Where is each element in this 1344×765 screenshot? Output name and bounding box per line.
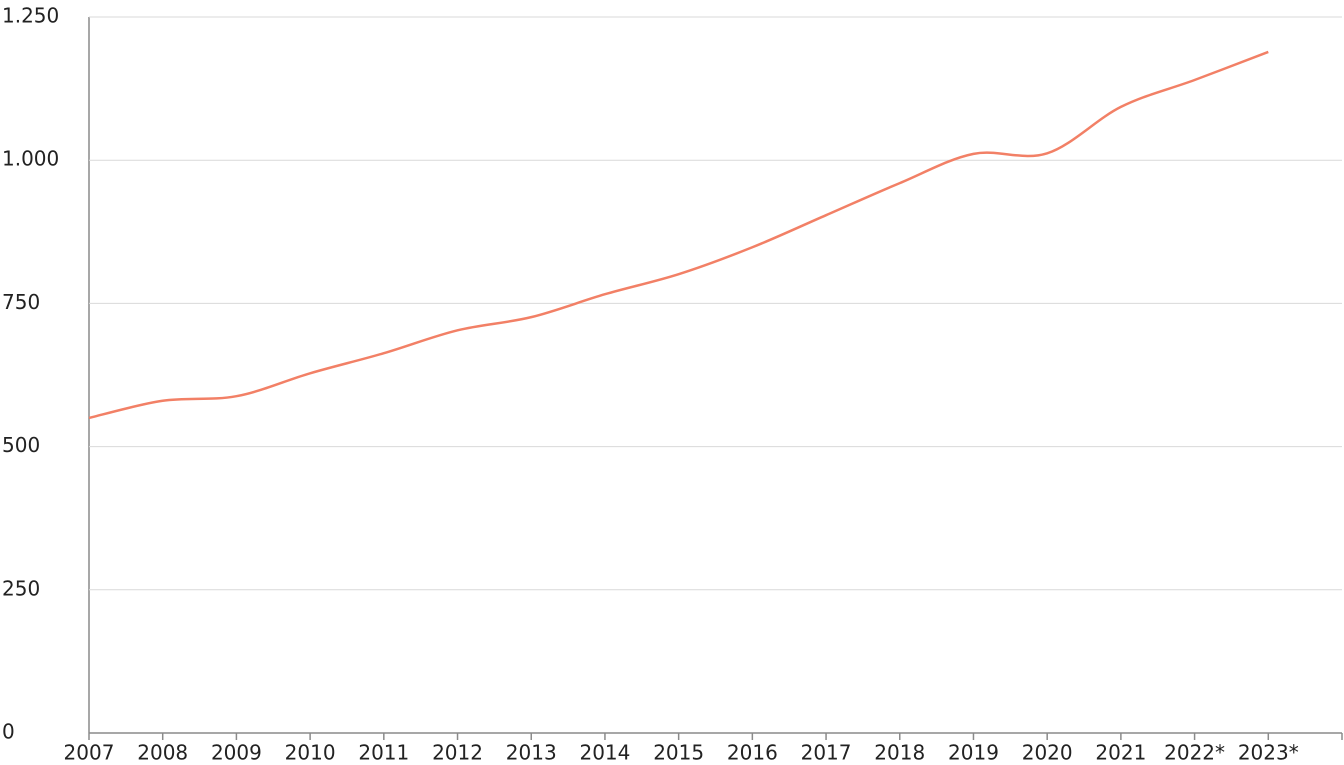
x-tick-label: 2019	[948, 741, 999, 765]
x-tick-label: 2013	[506, 741, 557, 765]
x-tick-label: 2022*	[1164, 741, 1225, 765]
line	[88, 50, 1269, 420]
y-tick-label: 750	[2, 290, 40, 314]
x-tick-label: 2016	[727, 741, 778, 765]
x-tick-label: 2011	[358, 741, 409, 765]
y-tick-label: 1.000	[2, 147, 59, 171]
x-tick-label: 2007	[64, 741, 115, 765]
y-tick-label: 1.250	[2, 4, 59, 28]
x-tick-label: 2023*	[1238, 741, 1299, 765]
x-tick-label: 2009	[211, 741, 262, 765]
x-tick-label: 2021	[1095, 741, 1146, 765]
x-tick-label: 2012	[432, 741, 483, 765]
x-tick-label: 2017	[801, 741, 852, 765]
y-tick-label: 0	[2, 720, 15, 744]
x-tick-label: 2010	[285, 741, 336, 765]
x-tick-label: 2008	[137, 741, 188, 765]
y-tick-label: 500	[2, 433, 40, 457]
x-tick-label: 2018	[874, 741, 925, 765]
x-tick-label: 2020	[1022, 741, 1073, 765]
x-tick-label: 2014	[579, 741, 630, 765]
x-tick-label: 2015	[653, 741, 704, 765]
y-tick-label: 250	[2, 576, 40, 600]
